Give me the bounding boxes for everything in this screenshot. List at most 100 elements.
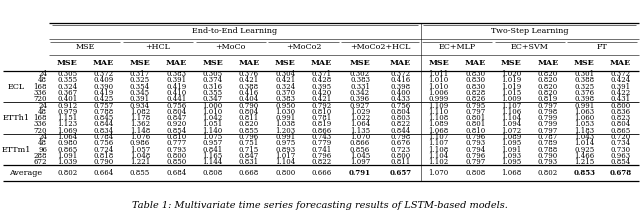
Text: 1.144: 1.144 (202, 158, 223, 166)
Text: 0.425: 0.425 (93, 95, 114, 103)
Text: 1.110: 1.110 (429, 108, 449, 116)
Text: 0.756: 0.756 (93, 139, 114, 147)
Text: MAE: MAE (311, 59, 332, 67)
Text: 0.801: 0.801 (465, 120, 485, 128)
Text: 0.751: 0.751 (239, 139, 259, 147)
Text: 0.398: 0.398 (574, 95, 595, 103)
Text: 0.810: 0.810 (465, 127, 485, 135)
Text: 0.684: 0.684 (166, 169, 186, 177)
Text: 0.793: 0.793 (538, 158, 558, 166)
Text: +MoCo: +MoCo (216, 43, 246, 51)
Text: 1.104: 1.104 (501, 114, 522, 122)
Text: MSE: MSE (574, 59, 595, 67)
Text: 0.820: 0.820 (538, 83, 558, 91)
Text: 0.811: 0.811 (390, 158, 410, 166)
Text: 0.421: 0.421 (239, 76, 259, 84)
Text: 336: 336 (34, 89, 47, 97)
Text: 0.388: 0.388 (239, 83, 259, 91)
Text: ECL: ECL (8, 83, 24, 91)
Text: MAE: MAE (390, 59, 411, 67)
Text: 0.304: 0.304 (275, 70, 295, 78)
Text: 1.014: 1.014 (574, 139, 595, 147)
Text: 1.022: 1.022 (350, 114, 370, 122)
Text: 0.756: 0.756 (166, 101, 186, 110)
Text: 0.424: 0.424 (611, 76, 630, 84)
Text: 0.777: 0.777 (166, 139, 186, 147)
Text: 0.830: 0.830 (465, 70, 485, 78)
Text: 0.991: 0.991 (275, 114, 296, 122)
Text: End-to-End Learning: End-to-End Learning (192, 27, 277, 35)
Text: 0.391: 0.391 (611, 83, 630, 91)
Text: 1.089: 1.089 (501, 133, 522, 141)
Text: 168: 168 (33, 83, 47, 91)
Text: 1.215: 1.215 (574, 158, 595, 166)
Text: 0.820: 0.820 (538, 70, 558, 78)
Text: 1.165: 1.165 (202, 152, 223, 160)
Text: 0.934: 0.934 (130, 101, 150, 110)
Text: 0.790: 0.790 (239, 101, 259, 110)
Text: 1.030: 1.030 (275, 108, 295, 116)
Text: 0.324: 0.324 (275, 83, 295, 91)
Text: 1.108: 1.108 (429, 146, 449, 154)
Text: 0.854: 0.854 (611, 158, 630, 166)
Text: 1.006: 1.006 (429, 89, 449, 97)
Text: 1.064: 1.064 (57, 133, 77, 141)
Text: 1.069: 1.069 (57, 127, 77, 135)
Text: 96: 96 (38, 146, 47, 154)
Text: 1.151: 1.151 (57, 114, 77, 122)
Text: 0.793: 0.793 (166, 146, 186, 154)
Text: 0.741: 0.741 (312, 146, 332, 154)
Text: 0.441: 0.441 (166, 95, 186, 103)
Text: 0.797: 0.797 (538, 101, 558, 110)
Text: 0.325: 0.325 (574, 83, 595, 91)
Text: Table 1: Multivariate time series forecasting results of LSTM-based models.: Table 1: Multivariate time series foreca… (132, 201, 508, 210)
Text: 0.355: 0.355 (202, 89, 223, 97)
Text: 0.325: 0.325 (130, 76, 150, 84)
Text: 0.796: 0.796 (239, 133, 259, 141)
Text: MAE: MAE (93, 59, 114, 67)
Text: 0.302: 0.302 (350, 70, 370, 78)
Text: 1.010: 1.010 (202, 108, 223, 116)
Text: 0.799: 0.799 (538, 120, 558, 128)
Text: 168: 168 (33, 114, 47, 122)
Text: 24: 24 (38, 133, 47, 141)
Text: 0.331: 0.331 (350, 83, 370, 91)
Text: 48: 48 (38, 76, 47, 84)
Text: Two-Step Learning: Two-Step Learning (491, 27, 568, 35)
Text: 1.011: 1.011 (429, 70, 449, 78)
Text: 1.140: 1.140 (202, 127, 223, 135)
Text: MSE: MSE (275, 59, 296, 67)
Text: 0.801: 0.801 (465, 114, 485, 122)
Text: MAE: MAE (465, 59, 486, 67)
Text: 0.305: 0.305 (57, 70, 77, 78)
Text: 0.800: 0.800 (390, 152, 410, 160)
Text: 0.834: 0.834 (93, 127, 113, 135)
Text: 1.053: 1.053 (574, 120, 595, 128)
Text: 0.803: 0.803 (390, 114, 410, 122)
Text: 0.723: 0.723 (390, 146, 410, 154)
Text: 0.975: 0.975 (275, 139, 296, 147)
Text: 0.845: 0.845 (93, 114, 114, 122)
Text: 0.421: 0.421 (275, 76, 296, 84)
Text: 1.107: 1.107 (501, 101, 522, 110)
Text: 1.093: 1.093 (501, 152, 522, 160)
Text: 0.724: 0.724 (93, 146, 114, 154)
Text: 0.847: 0.847 (239, 152, 259, 160)
Text: 24: 24 (38, 70, 47, 78)
Text: 1.015: 1.015 (501, 89, 522, 97)
Text: 0.804: 0.804 (390, 108, 410, 116)
Text: 0.818: 0.818 (93, 152, 114, 160)
Text: 1.038: 1.038 (275, 120, 295, 128)
Text: FT: FT (597, 43, 608, 51)
Text: 0.391: 0.391 (130, 95, 150, 103)
Text: 0.793: 0.793 (465, 139, 485, 147)
Text: 0.798: 0.798 (538, 108, 558, 116)
Text: 1.068: 1.068 (429, 127, 449, 135)
Text: 0.799: 0.799 (538, 114, 558, 122)
Text: 0.828: 0.828 (465, 89, 485, 97)
Text: 0.819: 0.819 (312, 120, 332, 128)
Text: MSE: MSE (76, 43, 95, 51)
Text: 0.853: 0.853 (573, 169, 595, 177)
Text: 1.107: 1.107 (429, 139, 449, 147)
Text: 0.798: 0.798 (390, 133, 410, 141)
